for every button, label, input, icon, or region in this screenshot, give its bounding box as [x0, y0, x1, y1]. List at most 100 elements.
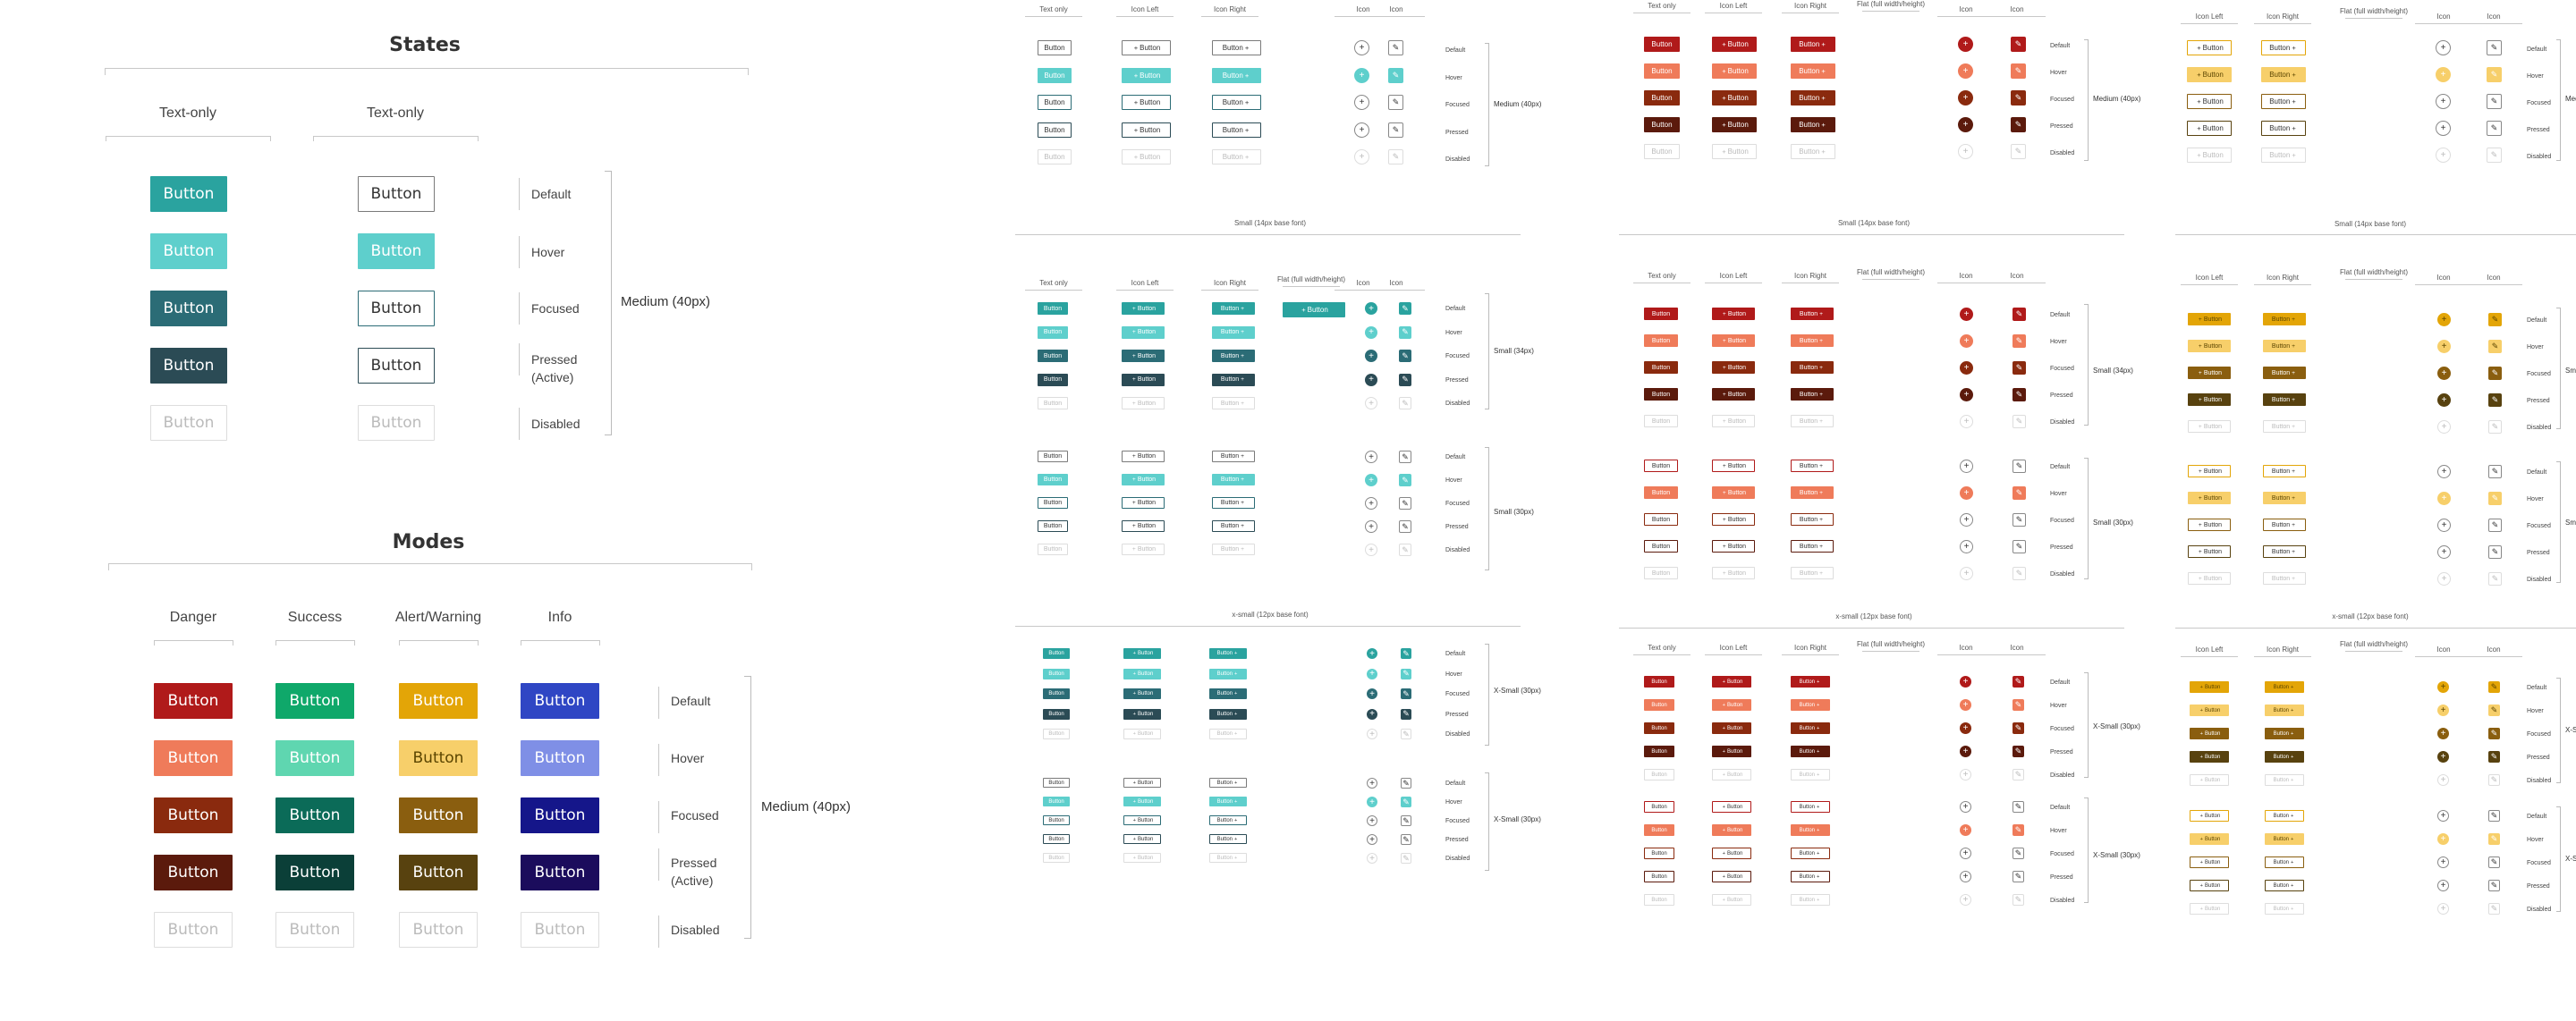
plus-icon-button[interactable]: + — [1960, 567, 1973, 580]
mini-button[interactable]: Button + — [2263, 572, 2306, 585]
plus-icon-button[interactable]: + — [1960, 824, 1971, 836]
pencil-icon-button[interactable]: ✎ — [1388, 67, 1403, 83]
plus-icon-button[interactable]: + — [1365, 544, 1377, 556]
plus-icon-button[interactable]: + — [1960, 460, 1973, 473]
pencil-icon-button[interactable]: ✎ — [2012, 460, 2026, 473]
pencil-icon-button[interactable]: ✎ — [2488, 728, 2500, 739]
mini-button[interactable]: + Button — [2188, 545, 2231, 558]
mini-button[interactable]: Button + — [1791, 144, 1835, 159]
mini-button[interactable]: Button + — [1791, 676, 1830, 688]
pencil-icon-button[interactable]: ✎ — [2011, 90, 2026, 105]
pencil-icon-button[interactable]: ✎ — [1401, 797, 1411, 807]
pencil-icon-button[interactable]: ✎ — [2488, 545, 2502, 559]
plus-icon-button[interactable]: + — [1367, 797, 1377, 807]
mini-button[interactable]: Button — [1644, 769, 1674, 781]
pencil-icon-button[interactable]: ✎ — [1388, 95, 1403, 110]
mini-button[interactable]: + Button — [1122, 149, 1171, 165]
mini-button[interactable]: Button + — [1791, 90, 1835, 105]
pencil-icon-button[interactable]: ✎ — [2488, 705, 2500, 716]
mini-button[interactable]: + Button — [1712, 769, 1751, 781]
mini-button[interactable]: Button + — [2265, 903, 2304, 915]
mini-button[interactable]: + Button — [2190, 810, 2229, 822]
mini-button[interactable]: Button — [1038, 302, 1068, 315]
plus-icon-button[interactable]: + — [1354, 149, 1369, 165]
plus-icon-button[interactable]: + — [1960, 848, 1971, 859]
mini-button[interactable]: + Button — [2187, 148, 2232, 163]
mini-button[interactable]: Button + — [1212, 544, 1255, 555]
mini-button[interactable]: Button — [1043, 708, 1070, 720]
plus-icon-button[interactable]: + — [2436, 94, 2451, 109]
mini-button[interactable]: + Button — [2188, 313, 2231, 325]
plus-icon-button[interactable]: + — [1367, 688, 1377, 699]
plus-icon-button[interactable]: + — [1958, 37, 1973, 52]
plus-icon-button[interactable]: + — [1958, 117, 1973, 132]
mini-button[interactable]: Button + — [1212, 325, 1255, 339]
mode-button[interactable]: Button — [154, 797, 233, 833]
mini-button[interactable]: + Button — [2188, 572, 2231, 585]
mini-button[interactable]: Button + — [2263, 340, 2306, 352]
pencil-icon-button[interactable]: ✎ — [2488, 810, 2500, 822]
mini-button[interactable]: Button — [1043, 778, 1070, 788]
pencil-icon-button[interactable]: ✎ — [1401, 668, 1411, 679]
outline-button[interactable]: Button — [358, 291, 435, 326]
mini-button[interactable]: Button + — [1791, 699, 1830, 711]
flat-button[interactable]: + Button — [1283, 302, 1345, 317]
mini-button[interactable]: Button + — [2265, 681, 2304, 693]
mode-button[interactable]: Button — [275, 855, 354, 890]
mini-button[interactable]: Button — [1038, 95, 1072, 110]
pencil-icon-button[interactable]: ✎ — [1399, 397, 1411, 409]
pencil-icon-button[interactable]: ✎ — [2012, 540, 2026, 553]
mini-button[interactable]: Button — [1038, 350, 1068, 362]
plus-icon-button[interactable]: + — [1354, 95, 1369, 110]
pencil-icon-button[interactable]: ✎ — [2012, 388, 2026, 401]
mini-button[interactable]: Button — [1644, 540, 1678, 553]
plus-icon-button[interactable]: + — [1960, 334, 1973, 348]
plus-icon-button[interactable]: + — [1960, 415, 1973, 428]
mini-button[interactable]: Button + — [1209, 668, 1247, 679]
mini-button[interactable]: + Button — [2190, 774, 2229, 786]
plus-icon-button[interactable]: + — [2437, 393, 2451, 407]
mini-button[interactable]: Button + — [1791, 415, 1834, 427]
mini-button[interactable]: + Button — [2187, 94, 2232, 109]
mini-button[interactable]: + Button — [2188, 519, 2231, 531]
mini-button[interactable]: Button — [1043, 729, 1070, 739]
mini-button[interactable]: + Button — [1712, 388, 1755, 401]
plus-icon-button[interactable]: + — [2436, 67, 2451, 82]
mini-button[interactable]: + Button — [1123, 648, 1161, 659]
plus-icon-button[interactable]: + — [1958, 90, 1973, 105]
mini-button[interactable]: Button — [1038, 474, 1068, 485]
pencil-icon-button[interactable]: ✎ — [2488, 492, 2502, 505]
mode-button[interactable]: Button — [275, 683, 354, 719]
pencil-icon-button[interactable]: ✎ — [2011, 144, 2026, 159]
pencil-icon-button[interactable]: ✎ — [2012, 722, 2024, 734]
mini-button[interactable]: Button + — [1212, 397, 1255, 409]
plus-icon-button[interactable]: + — [1365, 397, 1377, 409]
pencil-icon-button[interactable]: ✎ — [2487, 67, 2502, 82]
mode-button[interactable]: Button — [275, 797, 354, 833]
mini-button[interactable]: Button + — [1209, 778, 1247, 788]
mini-button[interactable]: Button — [1043, 834, 1070, 844]
mini-button[interactable]: Button + — [2261, 40, 2306, 55]
plus-icon-button[interactable]: + — [1960, 801, 1971, 813]
pencil-icon-button[interactable]: ✎ — [2487, 40, 2502, 55]
mini-button[interactable]: Button + — [2263, 420, 2306, 433]
plus-icon-button[interactable]: + — [1354, 67, 1369, 83]
mini-button[interactable]: Button — [1038, 122, 1072, 138]
mini-button[interactable]: Button + — [1212, 350, 1255, 362]
mode-button[interactable]: Button — [399, 797, 478, 833]
plus-icon-button[interactable]: + — [2437, 810, 2449, 822]
mini-button[interactable]: Button — [1644, 90, 1680, 105]
plus-icon-button[interactable]: + — [2436, 148, 2451, 163]
mini-button[interactable]: Button + — [2265, 705, 2304, 716]
mini-button[interactable]: Button — [1038, 497, 1068, 509]
plus-icon-button[interactable]: + — [1960, 676, 1971, 688]
mini-button[interactable]: + Button — [1122, 451, 1165, 462]
pencil-icon-button[interactable]: ✎ — [1399, 373, 1411, 386]
plus-icon-button[interactable]: + — [1365, 474, 1377, 486]
plus-icon-button[interactable]: + — [2437, 313, 2451, 326]
mini-button[interactable]: + Button — [1712, 801, 1751, 813]
mini-button[interactable]: Button + — [1791, 513, 1834, 526]
plus-icon-button[interactable]: + — [2437, 728, 2449, 739]
pencil-icon-button[interactable]: ✎ — [1399, 497, 1411, 510]
pencil-icon-button[interactable]: ✎ — [2012, 415, 2026, 428]
